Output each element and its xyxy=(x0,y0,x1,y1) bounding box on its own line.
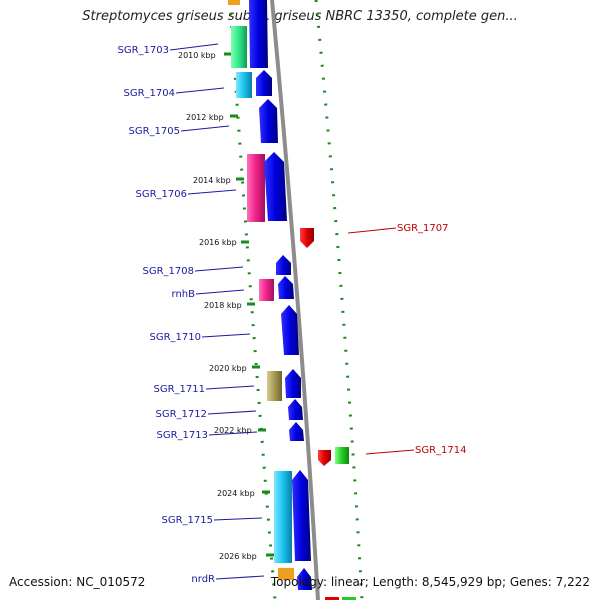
gene-label-sgr-1708[interactable]: SGR_1708 xyxy=(143,266,195,277)
topology-text: Topology: linear; Length: 8,545,929 bp; … xyxy=(270,575,590,589)
cog-box-rnhb xyxy=(259,279,274,301)
cog-box-top xyxy=(228,0,240,5)
tick-2026: 2026 kbp xyxy=(219,552,257,561)
cog-box-sgr-1714 xyxy=(335,447,349,464)
gene-arrow-sgr-1703 xyxy=(249,0,268,68)
gene-arrow-sgr-1707 xyxy=(300,228,314,248)
gene-arrow-nrdr-fwd xyxy=(297,568,312,590)
gene-arrow-sgr-1705 xyxy=(259,99,278,143)
gene-label-rnhb[interactable]: rnhB xyxy=(172,289,196,300)
cog-box-bottom xyxy=(342,597,356,600)
tick-2010: 2010 kbp xyxy=(178,51,216,60)
cog-boxes xyxy=(228,0,294,580)
label-leaders-right xyxy=(347,227,415,455)
gene-label-sgr-1714[interactable]: SGR_1714 xyxy=(415,445,467,456)
gene-label-sgr-1704[interactable]: SGR_1704 xyxy=(124,88,176,99)
tick-2012: 2012 kbp xyxy=(186,113,224,122)
gene-label-sgr-1707[interactable]: SGR_1707 xyxy=(397,223,449,234)
ruler-right-dots xyxy=(314,0,364,600)
gene-arrow-sgr-1715 xyxy=(292,470,311,561)
gene-arrow-sgr-1711 xyxy=(285,369,301,398)
tick-marks xyxy=(224,52,274,557)
gene-arrow-sgr-1706 xyxy=(264,152,287,221)
gene-label-sgr-1713[interactable]: SGR_1713 xyxy=(157,430,209,441)
cog-box-sgr-1706 xyxy=(247,154,265,222)
gene-arrow-sgr-1713 xyxy=(289,422,304,441)
tick-2016: 2016 kbp xyxy=(199,238,237,247)
gene-arrow-sgr-1704 xyxy=(256,70,272,96)
gene-label-sgr-1706[interactable]: SGR_1706 xyxy=(136,189,188,200)
tick-2014: 2014 kbp xyxy=(193,176,231,185)
ruler-left-dots xyxy=(228,0,277,600)
cog-box-sgr-1715 xyxy=(274,471,292,563)
gene-label-nrdr[interactable]: nrdR xyxy=(191,574,215,585)
gene-label-sgr-1712[interactable]: SGR_1712 xyxy=(156,409,208,420)
map-title: Streptomyces griseus subsp. griseus NBRC… xyxy=(82,9,518,24)
label-leaders-left xyxy=(169,43,265,580)
tick-2024: 2024 kbp xyxy=(217,489,255,498)
gene-label-sgr-1710[interactable]: SGR_1710 xyxy=(150,332,202,343)
gene-label-sgr-1703[interactable]: SGR_1703 xyxy=(118,45,170,56)
gene-label-sgr-1715[interactable]: SGR_1715 xyxy=(162,515,214,526)
gene-label-sgr-1711[interactable]: SGR_1711 xyxy=(154,384,206,395)
gene-arrow-sgr-1708 xyxy=(276,255,291,275)
forward-genes xyxy=(249,0,312,590)
tick-2022: 2022 kbp xyxy=(214,426,252,435)
genome-backbone xyxy=(270,0,320,600)
reverse-genes xyxy=(300,228,356,600)
cog-box-nrdr xyxy=(278,568,294,580)
gene-arrow-bottom-red xyxy=(325,597,339,600)
cog-box-sgr-1703 xyxy=(231,26,247,68)
gene-arrow-sgr-1714 xyxy=(318,450,331,466)
cog-box-sgr-1704 xyxy=(236,72,252,98)
gene-label-sgr-1705[interactable]: SGR_1705 xyxy=(129,126,181,137)
gene-arrow-sgr-1712 xyxy=(288,399,303,420)
tick-2020: 2020 kbp xyxy=(209,364,247,373)
cog-box-sgr-1711 xyxy=(267,371,282,401)
tick-2018: 2018 kbp xyxy=(204,301,242,310)
gene-arrow-sgr-1710 xyxy=(281,305,299,355)
gene-arrow-rnhb-fwd xyxy=(278,276,294,299)
accession-text: Accession: NC_010572 xyxy=(9,575,146,589)
